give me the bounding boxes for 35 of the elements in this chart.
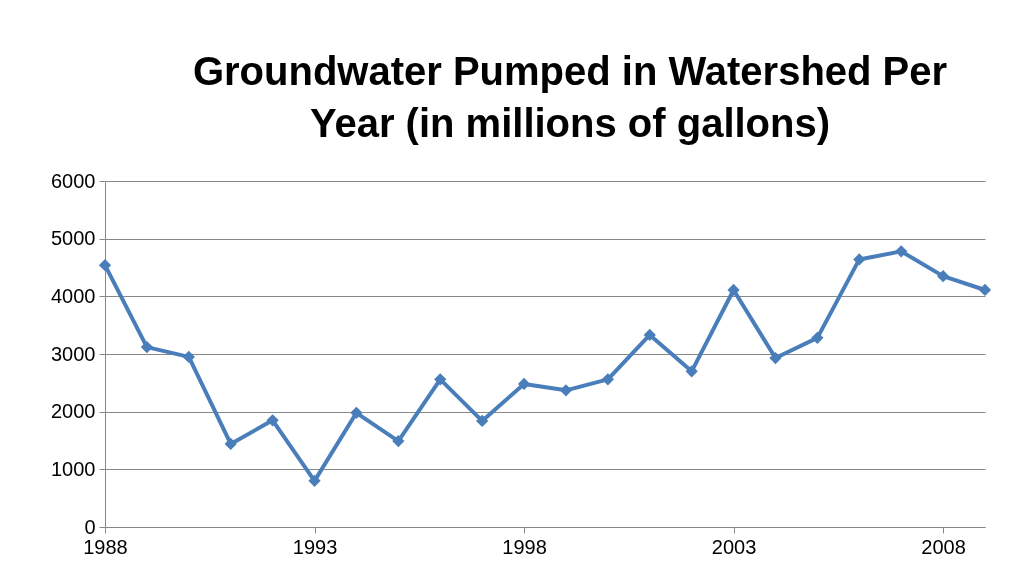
point — [727, 283, 740, 297]
point — [601, 373, 614, 386]
chart-title: Groundwater Pumped in Watershed Per Year (in millions of gallons) — [192, 49, 948, 145]
x-tick-label: 1988 — [83, 535, 128, 558]
point — [182, 350, 195, 364]
point — [350, 406, 363, 419]
point — [978, 283, 992, 297]
x-tick-label: 2003 — [711, 535, 757, 558]
point — [853, 253, 866, 266]
x-tick-label: 1998 — [502, 535, 547, 558]
y-tick-label: 6000 — [51, 169, 96, 192]
point — [936, 270, 950, 283]
point — [559, 384, 573, 397]
point — [811, 331, 824, 344]
point — [224, 437, 237, 451]
point — [98, 259, 112, 272]
y-tick-label: 3000 — [51, 342, 96, 365]
point — [392, 434, 405, 448]
x-tick-label: 2008 — [921, 535, 966, 558]
point — [769, 351, 782, 365]
point — [476, 414, 489, 428]
y-tick-label: 1000 — [51, 457, 96, 480]
point — [140, 340, 154, 354]
point — [643, 328, 656, 342]
point — [517, 377, 531, 391]
point — [308, 474, 321, 487]
y-tick-label: 2000 — [51, 400, 96, 423]
y-tick-label: 4000 — [51, 284, 96, 307]
y-tick-label: 0 — [84, 515, 96, 538]
x-tick-label: 1993 — [292, 535, 338, 558]
point — [434, 373, 447, 386]
point — [895, 245, 908, 258]
y-tick-label: 5000 — [51, 227, 96, 250]
point — [685, 365, 698, 378]
point — [266, 414, 279, 427]
